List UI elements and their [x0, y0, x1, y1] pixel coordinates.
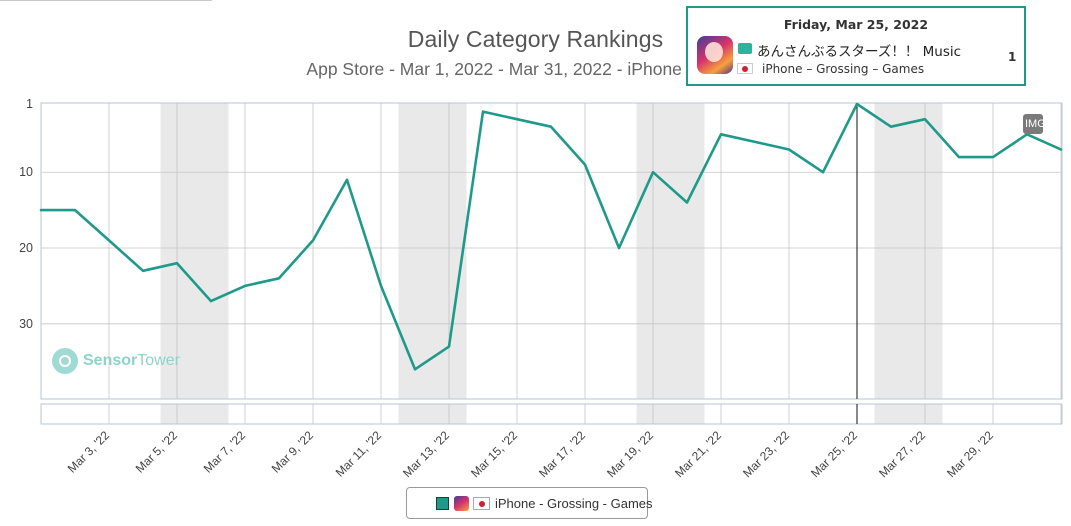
data-point — [448, 345, 451, 348]
data-point — [754, 141, 757, 144]
japan-flag-icon — [737, 63, 753, 74]
data-point — [312, 239, 315, 242]
data-point — [720, 133, 723, 136]
x-tick-label: Mar 29, '22 — [944, 428, 996, 480]
y-tick-label: 1 — [26, 97, 33, 111]
data-point — [108, 239, 111, 242]
plot-border — [40, 102, 1063, 400]
legend-app-icon — [454, 496, 469, 511]
legend-label: iPhone - Grossing - Games — [495, 496, 653, 511]
weekend-band — [636, 103, 705, 399]
x-tick-label: Mar 9, '22 — [269, 428, 317, 476]
top-divider-line — [0, 0, 212, 1]
navigator-border — [40, 403, 1063, 425]
chart-tooltip: Friday, Mar 25, 2022 あんさんぶるスターズ！！ Music … — [686, 6, 1026, 86]
navigator-weekend-band — [636, 404, 705, 424]
data-point — [958, 156, 961, 159]
data-point — [856, 103, 859, 106]
x-tick-label: Mar 27, '22 — [876, 428, 928, 480]
x-tick-label: Mar 23, '22 — [740, 428, 792, 480]
tooltip-date: Friday, Mar 25, 2022 — [783, 17, 929, 32]
x-tick-label: Mar 7, '22 — [201, 428, 249, 476]
chart-legend[interactable]: iPhone - Grossing - Games — [406, 487, 653, 519]
data-point — [176, 262, 179, 265]
img-badge[interactable]: IMG — [1023, 114, 1043, 134]
data-point — [244, 285, 247, 288]
data-point — [584, 163, 587, 166]
data-point — [652, 171, 655, 174]
y-tick-label: 30 — [19, 317, 33, 331]
weekend-band — [160, 103, 229, 399]
data-point — [890, 125, 893, 128]
x-tick-label: Mar 15, '22 — [468, 428, 520, 480]
tooltip-series-swatch — [738, 43, 752, 54]
app-icon — [697, 36, 733, 74]
data-point — [686, 201, 689, 204]
data-point — [414, 368, 417, 371]
chart-title: Daily Category Rankings — [407, 26, 664, 52]
series-line — [39, 102, 1063, 371]
chart-subtitle: App Store - Mar 1, 2022 - Mar 31, 2022 -… — [306, 59, 765, 79]
data-point — [278, 277, 281, 280]
x-tick-label: Mar 19, '22 — [604, 428, 656, 480]
tooltip-rank: 1 — [1008, 50, 1017, 64]
data-point — [788, 148, 791, 151]
tooltip-app-name: あんさんぶるスターズ！！ Music — [757, 44, 962, 60]
data-point — [822, 171, 825, 174]
weekend-band — [874, 103, 943, 399]
data-point — [210, 300, 213, 303]
x-tick-label: Mar 21, '22 — [672, 428, 724, 480]
tooltip-description: iPhone – Grossing – Games — [762, 62, 925, 76]
data-point — [992, 156, 995, 159]
x-tick-label: Mar 3, '22 — [65, 428, 113, 476]
watermark-text: SensorTower — [83, 352, 180, 369]
navigator-weekend-band — [160, 404, 229, 424]
legend-japan-flag-icon — [473, 497, 490, 510]
x-tick-label: Mar 5, '22 — [133, 428, 181, 476]
data-point — [618, 247, 621, 250]
weekend-band — [398, 103, 467, 399]
data-point — [550, 125, 553, 128]
data-point — [924, 118, 927, 121]
data-point — [74, 209, 77, 212]
navigator-weekend-band — [398, 404, 467, 424]
data-point — [142, 269, 145, 272]
y-tick-label: 20 — [19, 241, 33, 255]
sensortower-logo-icon — [52, 348, 78, 374]
x-tick-label: Mar 11, '22 — [333, 428, 385, 480]
navigator-area — [41, 404, 1062, 424]
data-point — [516, 118, 519, 121]
data-point — [482, 110, 485, 113]
data-point — [346, 179, 349, 182]
x-tick-label: Mar 17, '22 — [536, 428, 588, 480]
data-point — [1060, 148, 1063, 151]
navigator-weekend-band — [874, 404, 943, 424]
legend-series-swatch — [436, 497, 449, 510]
x-tick-label: Mar 13, '22 — [400, 428, 452, 480]
y-tick-label: 10 — [19, 165, 33, 179]
x-tick-label: Mar 25, '22 — [808, 428, 860, 480]
data-point — [380, 285, 383, 288]
data-point — [40, 209, 43, 212]
